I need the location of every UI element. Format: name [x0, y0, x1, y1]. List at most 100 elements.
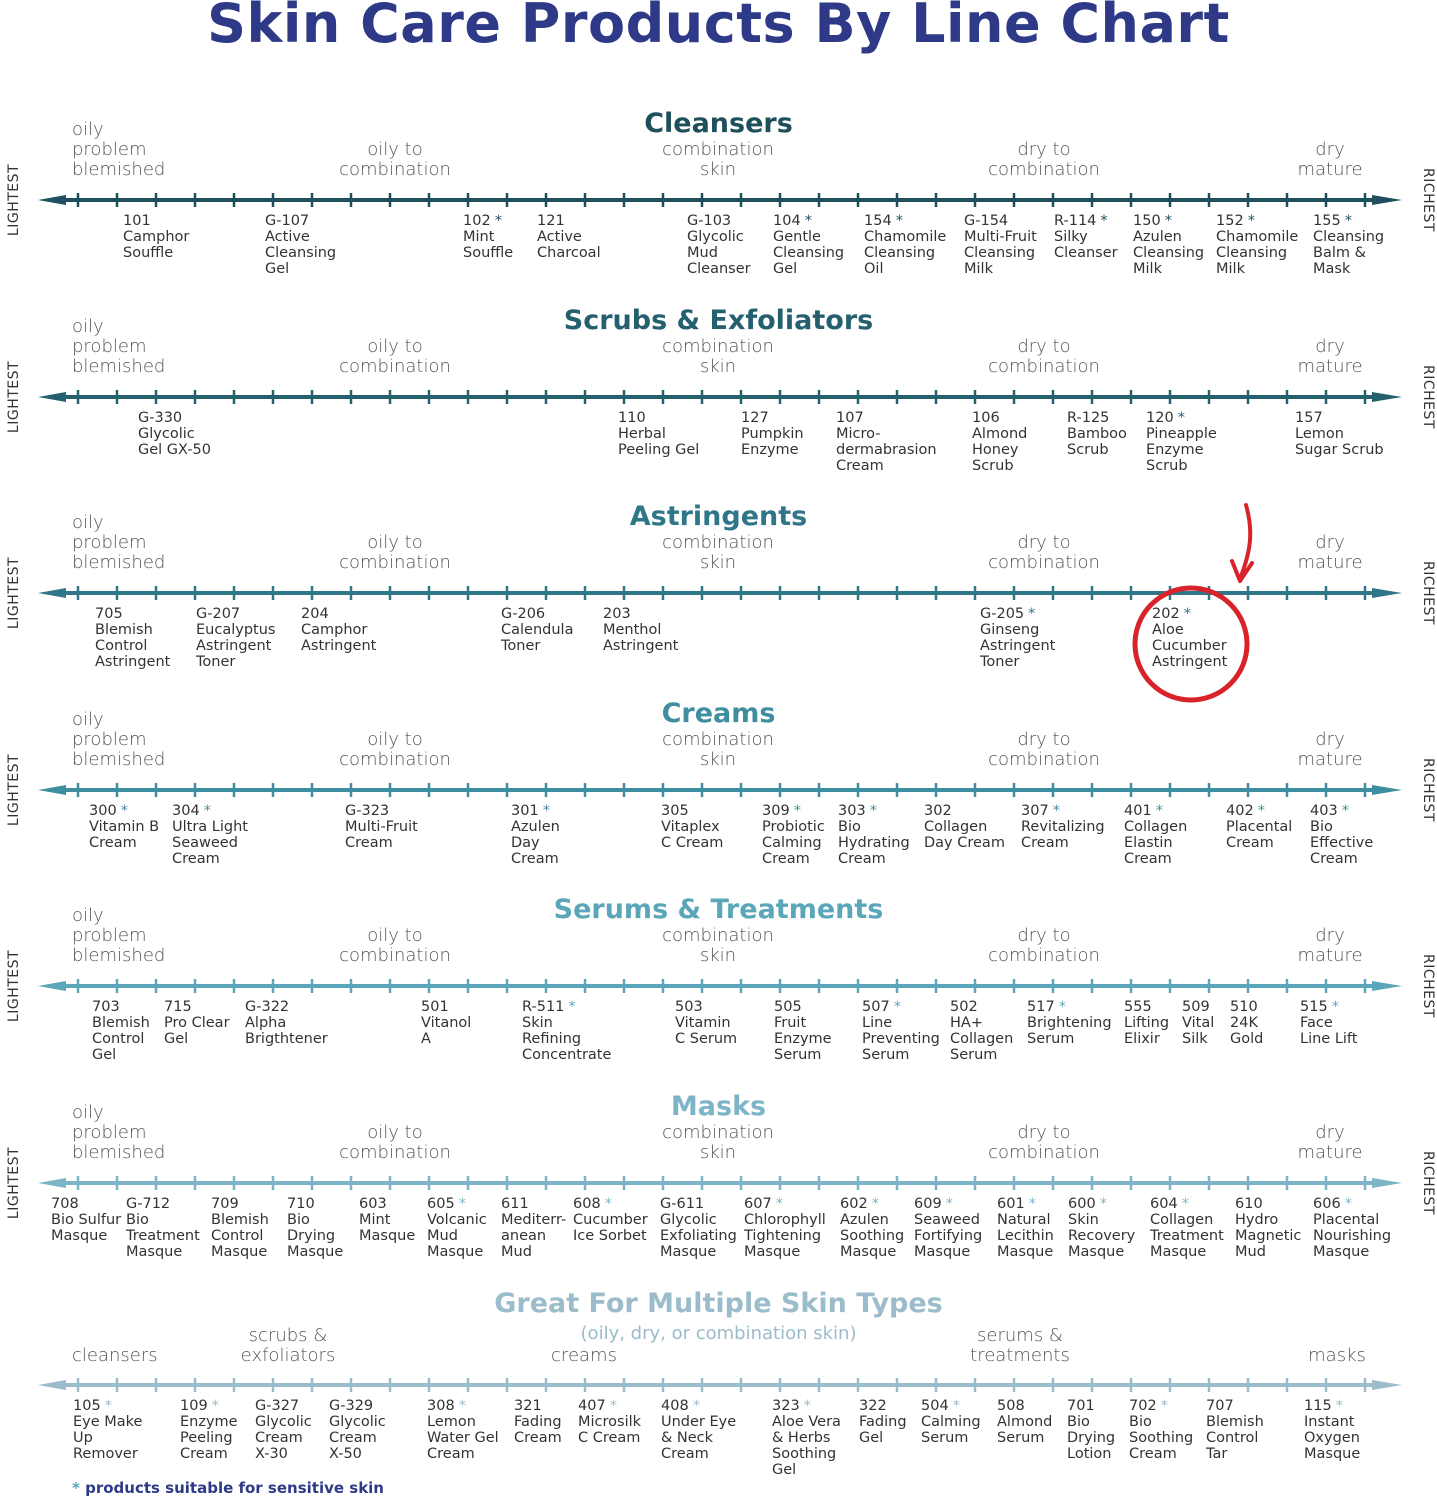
product-code: 127 — [741, 409, 769, 426]
highlight-circle — [1132, 503, 1254, 703]
lightest-label: LIGHTEST — [6, 753, 23, 826]
product-name: Almond Serum — [997, 1414, 1053, 1446]
product-code: G-207 — [196, 606, 241, 622]
product-label: 154 * Chamomile Cleansing Oil — [864, 213, 946, 277]
product-code: G-322 — [245, 999, 290, 1015]
product-name: Silky Cleanser — [1054, 229, 1118, 261]
product-name: Ultra Light Seaweed Cream — [172, 818, 248, 867]
product-name: Instant Oxygen Masque — [1304, 1414, 1361, 1462]
product-label: 323 * Aloe Vera & Herbs Soothing Gel — [772, 1398, 841, 1478]
sensitive-asterisk: * — [211, 1398, 219, 1414]
product-name: Skin Recovery Masque — [1068, 1211, 1136, 1260]
sensitive-asterisk: * — [1028, 1195, 1036, 1212]
product-name: Volcanic Mud Masque — [427, 1211, 487, 1260]
sensitive-asterisk: * — [869, 802, 877, 819]
zone-label-dry-combo: dry to combination — [988, 335, 1100, 377]
section-astringents: Astringents oily problem blemished oily to… — [0, 501, 1437, 703]
product-code: 154 — [864, 213, 892, 229]
product-name: Cucumber Ice Sorbet — [573, 1211, 648, 1244]
product-label: 517 * Brightening Serum — [1027, 999, 1112, 1047]
sensitive-asterisk: * — [871, 1195, 879, 1212]
axis-line — [38, 1175, 1402, 1190]
zone-label-oily: oily problem blemished — [72, 512, 166, 573]
product-code: 407 — [578, 1398, 606, 1414]
product-label: 106 Almond Honey Scrub — [972, 410, 1027, 474]
product-code: 708 — [51, 1195, 79, 1212]
highlight-ring — [1132, 585, 1250, 703]
product-code: 602 — [840, 1195, 868, 1212]
product-name: Blemish Control Tar — [1206, 1414, 1264, 1462]
lightest-label: LIGHTEST — [6, 360, 23, 433]
product-label: 155 * Cleansing Balm & Mask — [1313, 213, 1384, 277]
product-code: 707 — [1206, 1398, 1234, 1414]
product-label: 502 HA+ Collagen Serum — [950, 999, 1013, 1063]
product-code: 110 — [618, 409, 646, 426]
product-label: G-205 * Ginseng Astringent Toner — [980, 606, 1055, 670]
zone-label-dry: dry mature — [1297, 925, 1363, 966]
product-code: G-327 — [255, 1398, 300, 1414]
product-name: Glycolic Gel GX-50 — [138, 425, 211, 458]
product-name: Aloe Cucumber Astringent — [1152, 622, 1228, 670]
product-name: Glycolic Mud Cleanser — [687, 229, 751, 277]
zone-label-combo: combination skin — [662, 532, 774, 573]
sensitive-asterisk: * — [1177, 409, 1185, 426]
product-name: Vitanol A — [421, 1015, 472, 1047]
product-label: 508 Almond Serum — [997, 1398, 1052, 1446]
axis-line — [38, 1378, 1402, 1392]
product-name: Brightening Serum — [1027, 1015, 1112, 1047]
product-label: 301 * Azulen Day Cream — [511, 803, 560, 867]
product-code: 115 — [1304, 1398, 1332, 1414]
product-label: 509 Vital Silk — [1182, 999, 1214, 1047]
footnote: * products suitable for sensitive skin — [72, 1479, 384, 1497]
zone-label-serums: serums & treatments — [970, 1325, 1070, 1366]
product-code: 609 — [914, 1195, 942, 1212]
product-name: Fruit Enzyme Serum — [774, 1015, 832, 1063]
zone-label-oily: oily problem blemished — [72, 708, 166, 770]
product-label: 606 * Placental Nourishing Masque — [1313, 1196, 1391, 1260]
product-code: 307 — [1021, 802, 1049, 819]
product-code: G-611 — [660, 1195, 705, 1212]
product-code: 715 — [164, 999, 192, 1015]
arrow-left-icon — [38, 195, 66, 205]
sensitive-asterisk: * — [895, 213, 903, 229]
product-label: 702 * Bio Soothing Cream — [1129, 1398, 1193, 1462]
product-label: 127 Pumpkin Enzyme — [741, 410, 804, 458]
product-name: Multi-Fruit Cream — [345, 818, 418, 851]
product-label: 710 Bio Drying Masque — [287, 1196, 343, 1260]
product-name: Face Line Lift — [1300, 1015, 1358, 1047]
zone-label-dry-combo: dry to combination — [988, 1121, 1100, 1163]
product-name: Collagen Day Cream — [924, 818, 1005, 851]
product-code: G-330 — [138, 409, 183, 426]
arrow-right-icon — [1372, 1177, 1402, 1188]
product-name: Calendula Toner — [501, 622, 574, 654]
product-code: 321 — [514, 1398, 542, 1414]
zone-label-oily: oily problem blemished — [72, 1101, 166, 1163]
product-code: 608 — [573, 1195, 601, 1212]
product-name: Bio Effective Cream — [1310, 818, 1374, 867]
product-name: Camphor Astringent — [301, 622, 377, 654]
product-name: Vitamin C Serum — [675, 1015, 738, 1047]
product-code: 507 — [862, 999, 890, 1015]
product-code: 152 — [1216, 213, 1244, 229]
arrow-right-icon — [1372, 1380, 1402, 1390]
highlight-arrow-icon — [1238, 503, 1253, 581]
product-name: Natural Lecithin Masque — [997, 1211, 1054, 1260]
sensitive-asterisk: * — [1100, 213, 1108, 229]
product-name: Bio Sulfur Masque — [51, 1211, 122, 1244]
arrow-right-icon — [1372, 784, 1402, 795]
product-label: R-125 Bamboo Scrub — [1067, 410, 1127, 458]
zone-label-oily-combo: oily to combination — [339, 532, 451, 573]
sensitive-asterisk: * — [1344, 213, 1352, 229]
zone-label-combo: combination skin — [662, 139, 774, 180]
product-code: 604 — [1150, 1195, 1178, 1212]
section-title: Astringents — [629, 501, 808, 532]
arrow-right-icon — [1372, 981, 1402, 991]
product-name: Lifting Elixir — [1124, 1015, 1170, 1047]
product-label: 101 Camphor Souffle — [123, 213, 189, 261]
product-name: Azulen Day Cream — [511, 818, 560, 867]
product-label: 709 Blemish Control Masque — [211, 1196, 269, 1260]
product-code: 501 — [421, 999, 449, 1015]
product-label: G-329 Glycolic Cream X-50 — [329, 1398, 386, 1462]
zone-label-masks: masks — [1308, 1345, 1366, 1366]
section-title: Great For Multiple Skin Types — [494, 1288, 943, 1319]
